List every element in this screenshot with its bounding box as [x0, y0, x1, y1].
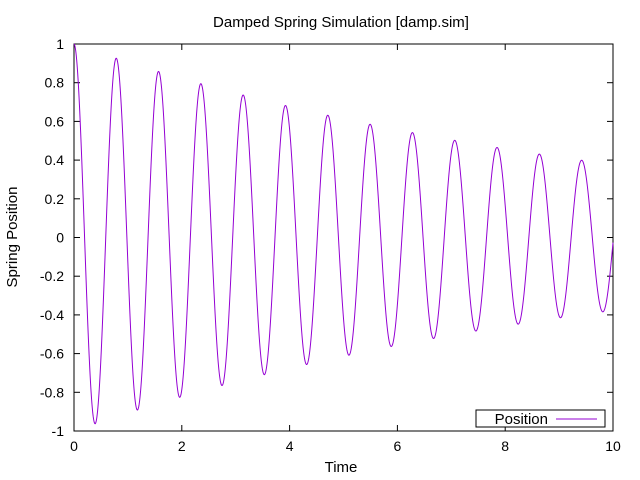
legend: Position — [475, 409, 606, 428]
y-tick-label: 0.6 — [45, 113, 65, 129]
chart-title: Damped Spring Simulation [damp.sim] — [213, 14, 469, 31]
y-tick-label: 1 — [56, 36, 64, 52]
x-axis-label: Time — [325, 459, 358, 476]
series-line-position — [73, 43, 614, 425]
y-axis-label: Spring Position — [4, 187, 21, 288]
x-axis-ticks: 0 2 4 6 8 10 — [70, 44, 621, 454]
x-tick-label: 2 — [178, 438, 186, 454]
y-tick-label: 0.2 — [45, 191, 65, 207]
y-tick-label: -0.8 — [40, 384, 64, 400]
x-tick-label: 6 — [394, 438, 402, 454]
y-tick-label: 0 — [56, 230, 64, 246]
x-tick-label: 8 — [501, 438, 509, 454]
y-axis-ticks: 1 0.8 0.6 0.4 0.2 0 -0.2 -0.4 -0.6 -0.8 -1 — [40, 36, 613, 439]
x-tick-label: 0 — [70, 438, 78, 454]
y-tick-label: 0.8 — [45, 75, 65, 91]
x-tick-label: 10 — [605, 438, 621, 454]
y-tick-label: -1 — [52, 423, 65, 439]
legend-label-position: Position — [495, 411, 548, 428]
y-tick-label: 0.4 — [45, 152, 65, 168]
y-tick-label: -0.6 — [40, 346, 64, 362]
y-tick-label: -0.4 — [40, 307, 64, 323]
legend-box — [475, 409, 606, 428]
x-tick-label: 4 — [286, 438, 294, 454]
y-tick-label: -0.2 — [40, 268, 64, 284]
